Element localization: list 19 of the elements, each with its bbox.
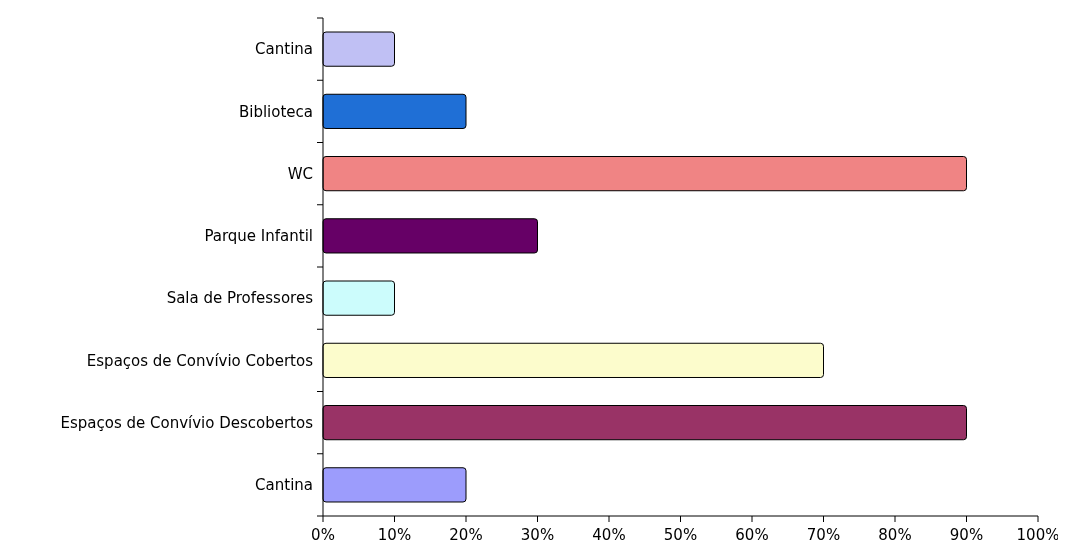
x-tick-label: 70%	[806, 526, 841, 544]
x-tick-label: 80%	[878, 526, 912, 544]
y-tick-label: Cantina	[255, 476, 313, 495]
x-tick-label: 90%	[949, 526, 984, 544]
y-tick-label: Biblioteca	[238, 102, 313, 121]
x-tick-label: 100%	[1016, 526, 1060, 544]
x-tick-label: 20%	[449, 526, 483, 544]
x-tick-label: 30%	[520, 526, 555, 544]
x-tick-label: 50%	[663, 526, 698, 544]
y-tick-label: Espaços de Convívio Cobertos	[86, 351, 314, 370]
x-tick-label: 0%	[311, 526, 335, 544]
y-tick-label: Parque Infantil	[204, 227, 313, 246]
y-tick-label: Cantina	[255, 40, 313, 59]
x-tick-label: 40%	[592, 526, 626, 544]
x-tick-label: 60%	[735, 526, 769, 544]
y-tick-label: Sala de Professores	[166, 289, 314, 308]
y-tick-label: Espaços de Convívio Descobertos	[60, 413, 314, 432]
x-tick-label: 10%	[377, 526, 412, 544]
y-tick-label: WC	[287, 164, 313, 183]
